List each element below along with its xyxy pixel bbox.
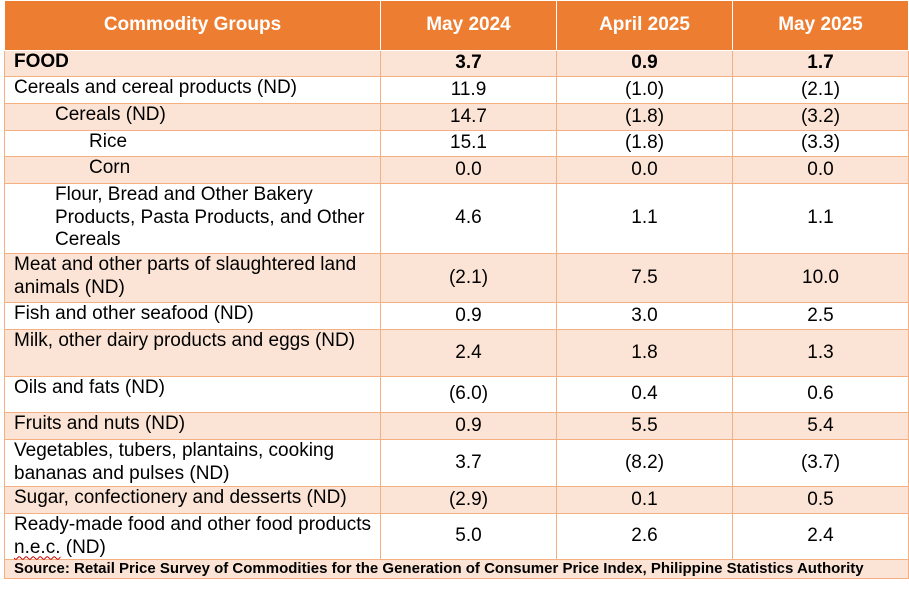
header-commodity-groups: Commodity Groups — [4, 0, 381, 51]
value-may-2024: 0.9 — [380, 412, 557, 440]
value-may-2024: 4.6 — [380, 183, 557, 254]
value-may-2025: 1.1 — [732, 183, 909, 254]
table-row: Vegetables, tubers, plantains, cooking b… — [4, 439, 909, 487]
source-note: Source: Retail Price Survey of Commoditi… — [4, 559, 909, 579]
value-april-2025: (1.8) — [556, 103, 733, 131]
commodity-label: Fish and other seafood (ND) — [4, 302, 381, 330]
value-april-2025: (8.2) — [556, 439, 733, 487]
value-may-2024: 14.7 — [380, 103, 557, 131]
value-may-2025: 2.4 — [732, 513, 909, 560]
table-row: Cereals (ND) 14.7 (1.8) (3.2) — [4, 103, 909, 131]
value-april-2025: 0.1 — [556, 486, 733, 514]
value-april-2025: 5.5 — [556, 412, 733, 440]
table-row: Fish and other seafood (ND) 0.9 3.0 2.5 — [4, 302, 909, 330]
commodity-label: Vegetables, tubers, plantains, cooking b… — [4, 439, 381, 487]
value-may-2024: (2.9) — [380, 486, 557, 514]
value-may-2025: 0.5 — [732, 486, 909, 514]
value-may-2025: (2.1) — [732, 76, 909, 104]
commodity-inflation-table: Commodity Groups May 2024 April 2025 May… — [4, 0, 909, 579]
header-row: Commodity Groups May 2024 April 2025 May… — [4, 0, 909, 51]
value-april-2025: 1.8 — [556, 329, 733, 377]
header-may-2024: May 2024 — [380, 0, 557, 51]
value-april-2025: 0.4 — [556, 376, 733, 413]
value-may-2025: 1.7 — [732, 50, 909, 77]
value-may-2024: (2.1) — [380, 253, 557, 303]
value-april-2025: 1.1 — [556, 183, 733, 254]
commodity-label: Cereals and cereal products (ND) — [4, 76, 381, 104]
value-may-2024: 11.9 — [380, 76, 557, 104]
value-april-2025: (1.0) — [556, 76, 733, 104]
commodity-label: Milk, other dairy products and eggs (ND) — [4, 329, 381, 377]
table-row: Rice 15.1 (1.8) (3.3) — [4, 130, 909, 157]
commodity-label: Meat and other parts of slaughtered land… — [4, 253, 381, 303]
table-row: Meat and other parts of slaughtered land… — [4, 253, 909, 303]
value-april-2025: 7.5 — [556, 253, 733, 303]
source-row: Source: Retail Price Survey of Commoditi… — [4, 559, 909, 579]
table-header: Commodity Groups May 2024 April 2025 May… — [4, 0, 909, 51]
value-may-2025: (3.3) — [732, 130, 909, 157]
commodity-label: Rice — [4, 130, 381, 157]
value-may-2025: (3.2) — [732, 103, 909, 131]
value-may-2025: 0.6 — [732, 376, 909, 413]
table-row: Corn 0.0 0.0 0.0 — [4, 156, 909, 184]
value-may-2025: 5.4 — [732, 412, 909, 440]
commodity-label: Flour, Bread and Other Bakery Products, … — [4, 183, 381, 254]
commodity-label: Oils and fats (ND) — [4, 376, 381, 413]
value-may-2025: 2.5 — [732, 302, 909, 330]
commodity-label: Fruits and nuts (ND) — [4, 412, 381, 440]
value-april-2025: 2.6 — [556, 513, 733, 560]
table-row: Ready-made food and other food products … — [4, 513, 909, 560]
table-row: Fruits and nuts (ND) 0.9 5.5 5.4 — [4, 412, 909, 440]
value-may-2024: 2.4 — [380, 329, 557, 377]
table-row: Sugar, confectionery and desserts (ND) (2… — [4, 486, 909, 514]
value-may-2024: 3.7 — [380, 50, 557, 77]
commodity-label: Corn — [4, 156, 381, 184]
table-row: Oils and fats (ND) (6.0) 0.4 0.6 — [4, 376, 909, 413]
commodity-label: FOOD — [4, 50, 381, 77]
value-april-2025: (1.8) — [556, 130, 733, 157]
table-row: Flour, Bread and Other Bakery Products, … — [4, 183, 909, 254]
commodity-label: Cereals (ND) — [4, 103, 381, 131]
value-may-2024: 0.0 — [380, 156, 557, 184]
value-may-2024: 3.7 — [380, 439, 557, 487]
table-body: FOOD 3.7 0.9 1.7 Cereals and cereal products… — [4, 50, 909, 579]
value-may-2025: 10.0 — [732, 253, 909, 303]
value-may-2024: 0.9 — [380, 302, 557, 330]
commodity-label: Ready-made food and other food products … — [4, 513, 381, 560]
value-april-2025: 0.0 — [556, 156, 733, 184]
value-may-2024: 15.1 — [380, 130, 557, 157]
header-april-2025: April 2025 — [556, 0, 733, 51]
commodity-label: Sugar, confectionery and desserts (ND) — [4, 486, 381, 514]
value-may-2024: 5.0 — [380, 513, 557, 560]
value-may-2025: 0.0 — [732, 156, 909, 184]
table-row: FOOD 3.7 0.9 1.7 — [4, 50, 909, 77]
table-container: Commodity Groups May 2024 April 2025 May… — [4, 0, 909, 579]
value-april-2025: 3.0 — [556, 302, 733, 330]
value-may-2024: (6.0) — [380, 376, 557, 413]
table-row: Milk, other dairy products and eggs (ND)… — [4, 329, 909, 377]
value-may-2025: (3.7) — [732, 439, 909, 487]
table-row: Cereals and cereal products (ND) 11.9 (1.0… — [4, 76, 909, 104]
value-april-2025: 0.9 — [556, 50, 733, 77]
value-may-2025: 1.3 — [732, 329, 909, 377]
header-may-2025: May 2025 — [732, 0, 909, 51]
spellcheck-underline: n.e.c. — [14, 536, 61, 558]
